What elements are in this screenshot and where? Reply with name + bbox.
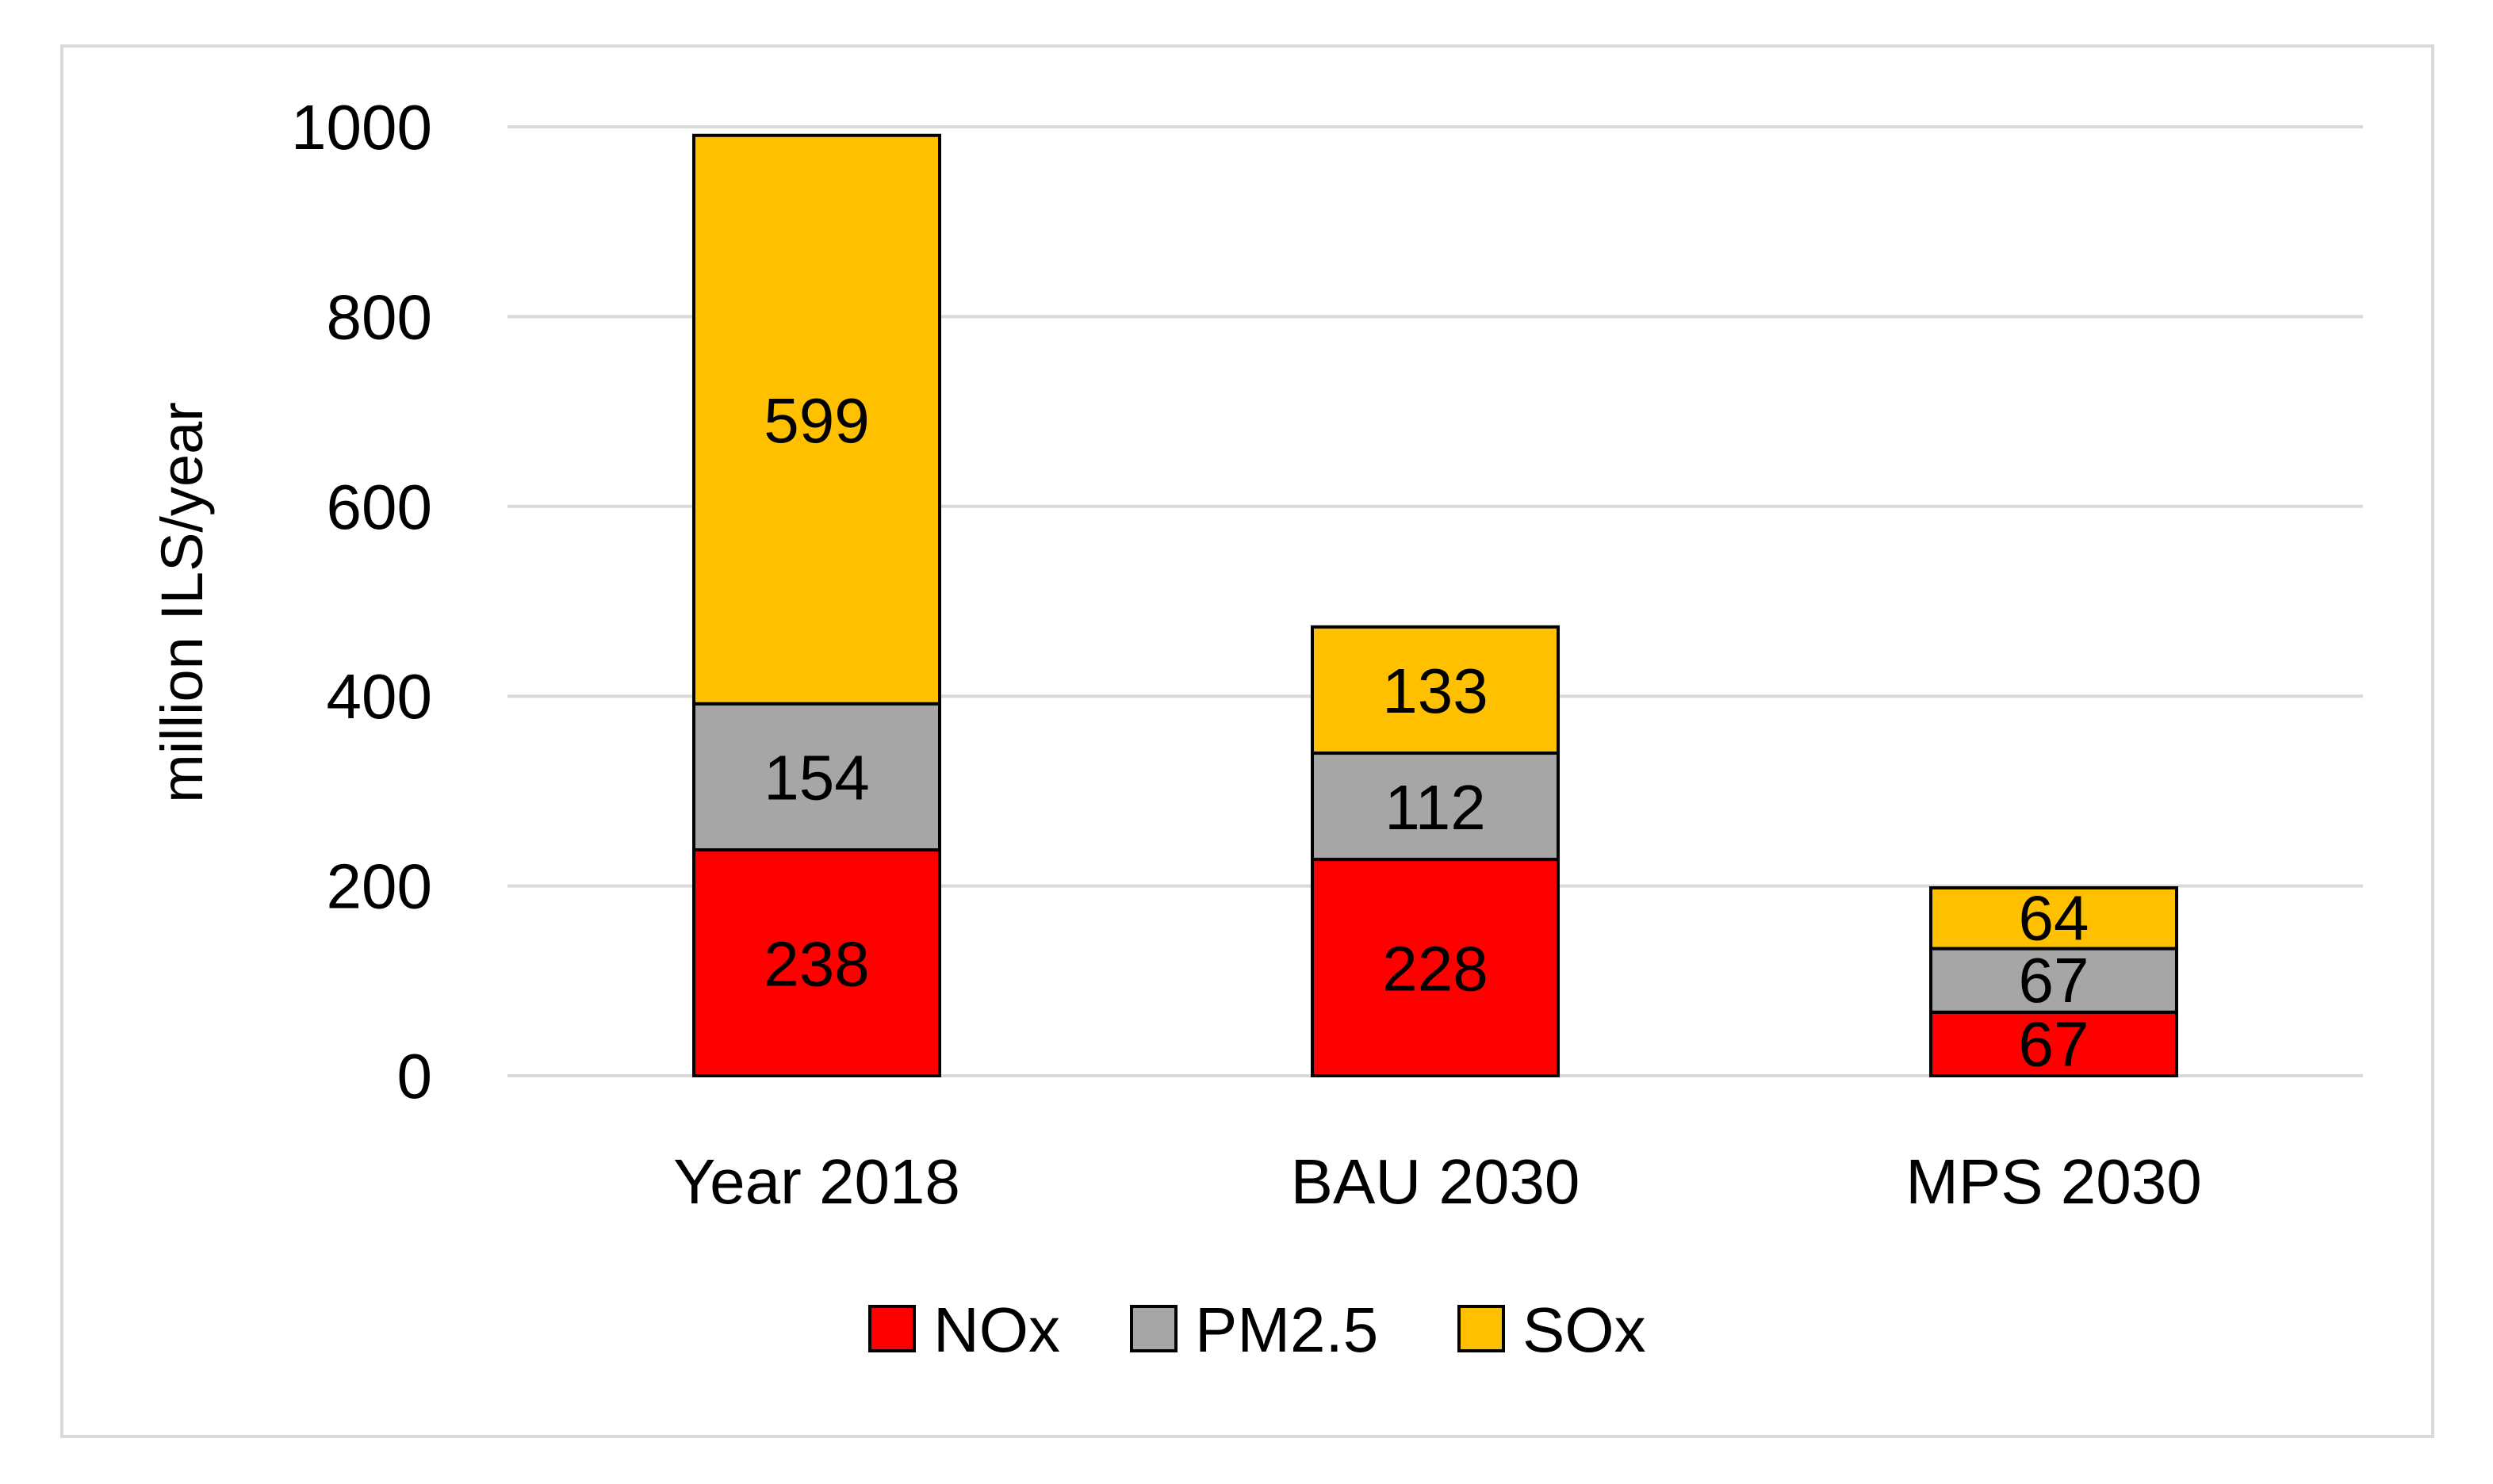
data-label: 154 xyxy=(764,743,869,813)
legend-swatch xyxy=(868,1305,916,1352)
legend-swatch xyxy=(1130,1305,1178,1352)
y-axis-ticks: 0 200 400 600 800 1000 xyxy=(291,92,432,1111)
x-tick-label: BAU 2030 xyxy=(1291,1146,1580,1217)
y-tick-label: 200 xyxy=(327,851,432,922)
x-tick-label: MPS 2030 xyxy=(1905,1146,2202,1217)
legend: NOx PM2.5 SOx xyxy=(868,1295,1646,1365)
bar-segment-pm25 xyxy=(1311,752,1560,862)
bar-segment-sox xyxy=(692,133,941,706)
x-axis-ticks: Year 2018 BAU 2030 MPS 2030 xyxy=(673,1146,2202,1217)
bar-segment-nox xyxy=(1311,858,1560,1077)
data-label: 67 xyxy=(2019,945,2089,1015)
y-tick-label: 600 xyxy=(327,472,432,542)
y-tick-label: 400 xyxy=(327,661,432,732)
y-tick-label: 800 xyxy=(327,281,432,352)
bar-segment-nox xyxy=(1929,1010,2178,1078)
legend-label: NOx xyxy=(933,1295,1060,1365)
legend-label: PM2.5 xyxy=(1195,1295,1378,1365)
legend-swatch xyxy=(1457,1305,1505,1352)
y-tick-label: 1000 xyxy=(291,92,432,163)
y-tick-label: 0 xyxy=(397,1041,433,1111)
data-label: 64 xyxy=(2019,883,2089,954)
legend-label: SOx xyxy=(1522,1295,1646,1365)
bar-segment-sox xyxy=(1311,625,1560,755)
bar-segment-sox xyxy=(1929,885,2178,950)
data-label: 599 xyxy=(764,385,869,456)
data-label: 238 xyxy=(764,928,869,999)
data-label: 67 xyxy=(2019,1008,2089,1079)
data-label: 112 xyxy=(1384,772,1486,843)
data-label: 133 xyxy=(1382,656,1488,726)
y-axis-title: million ILS/year xyxy=(149,402,215,803)
bar-segment-nox xyxy=(692,848,941,1077)
x-tick-label: Year 2018 xyxy=(673,1146,960,1217)
data-label: 228 xyxy=(1382,933,1488,1004)
chart-frame xyxy=(60,44,2434,1438)
bar-segment-pm25 xyxy=(692,702,941,852)
